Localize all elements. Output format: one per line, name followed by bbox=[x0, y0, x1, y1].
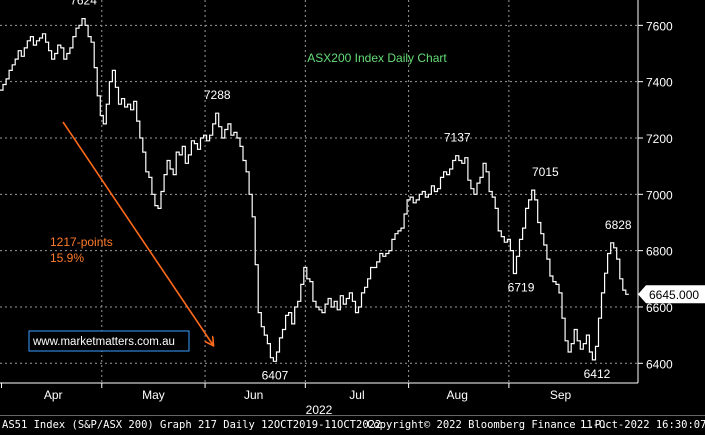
chart-annotations: 7624 7288 6407 7137 7015 6719 6828 6412 bbox=[70, 0, 632, 382]
last-value-tag bbox=[638, 285, 705, 304]
value-annotation: 6719 bbox=[508, 280, 535, 294]
x-tick-label: Apr bbox=[44, 388, 63, 402]
bloomberg-footer: AS51 Index (S&P/ASX 200) Graph 217 Daily… bbox=[0, 415, 705, 435]
decline-percent-label: 15.9% bbox=[50, 251, 84, 265]
x-tick-label: Jun bbox=[244, 388, 263, 402]
price-chart: 6400 6600 6800 7000 7200 7400 7600 6645.000 Apr… bbox=[0, 0, 705, 416]
y-tick-label: 7400 bbox=[646, 76, 673, 90]
y-tick-label: 7000 bbox=[646, 188, 673, 202]
x-tick-label: May bbox=[142, 388, 165, 402]
value-annotation: 7624 bbox=[70, 0, 97, 8]
website-box bbox=[28, 330, 190, 352]
last-value-label: 6645.000 bbox=[649, 288, 699, 302]
x-tick-label: Jul bbox=[349, 388, 364, 402]
chart-title: ASX200 Index Daily Chart bbox=[307, 51, 447, 65]
footer-security-info: AS51 Index (S&P/ASX 200) Graph 217 Daily… bbox=[2, 419, 382, 431]
x-tick-label: Sep bbox=[550, 388, 572, 402]
y-tick-label: 6400 bbox=[646, 357, 673, 371]
price-series bbox=[0, 18, 629, 362]
footer-timestamp: 11-Oct-2022 16:30:07 bbox=[580, 419, 705, 431]
value-annotation: 7137 bbox=[444, 131, 471, 145]
y-tick-label: 6600 bbox=[646, 301, 673, 315]
x-year-label: 2022 bbox=[306, 403, 333, 416]
price-line bbox=[0, 18, 629, 362]
y-axis: 6400 6600 6800 7000 7200 7400 7600 6645.000 bbox=[637, 0, 705, 383]
value-annotation: 7288 bbox=[204, 88, 231, 102]
x-tick-label: Aug bbox=[447, 388, 468, 402]
decline-arrow bbox=[62, 121, 213, 345]
value-annotation: 6828 bbox=[605, 218, 632, 232]
value-annotation: 7015 bbox=[532, 165, 559, 179]
y-tick-label: 7600 bbox=[646, 19, 673, 33]
decline-arrow-line bbox=[62, 121, 213, 345]
value-annotation: 6407 bbox=[262, 368, 289, 382]
x-axis: Apr May Jun Jul Aug Sep 2022 bbox=[0, 382, 638, 416]
decline-points-label: 1217-points bbox=[50, 235, 113, 249]
y-tick-label: 7200 bbox=[646, 132, 673, 146]
value-annotation: 6412 bbox=[584, 367, 611, 381]
footer-copyright: Copyright© 2022 Bloomberg Finance L.P. bbox=[367, 419, 608, 431]
website-label: www.marketmatters.com.au bbox=[32, 336, 175, 348]
y-tick-label: 6800 bbox=[646, 245, 673, 259]
